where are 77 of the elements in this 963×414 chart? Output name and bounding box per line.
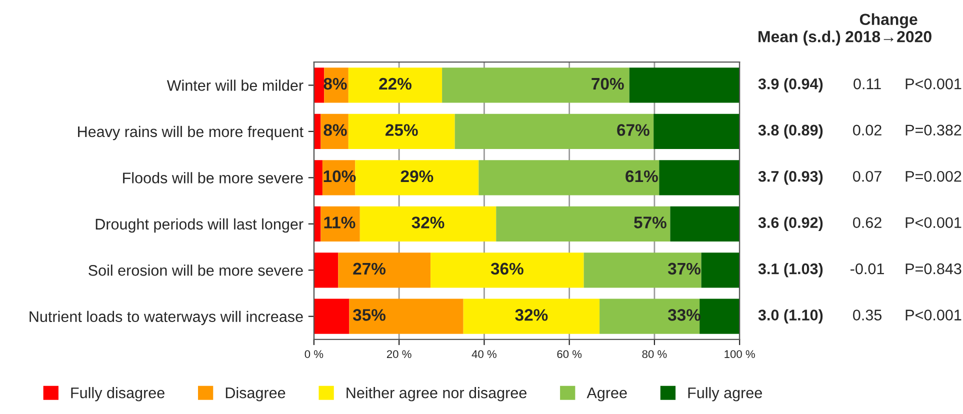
bar bbox=[360, 206, 496, 242]
y-tick-label: Nutrient loads to waterways will increase bbox=[30, 310, 303, 326]
y-tick-label: Drought periods will last longer bbox=[96, 218, 304, 233]
data-label: 32% bbox=[515, 309, 548, 321]
text: Mean (s.d.) bbox=[758, 30, 840, 46]
bar bbox=[659, 160, 740, 196]
annotation: 10% bbox=[324, 170, 356, 182]
y-tick-label: Winter will be milder bbox=[166, 80, 304, 91]
bar bbox=[348, 68, 442, 103]
text: 0.35 bbox=[853, 310, 882, 320]
legend-label: Disagree bbox=[226, 387, 286, 402]
annotation: 35% bbox=[352, 309, 386, 321]
x-tick-label: 80 % bbox=[642, 350, 667, 358]
y-tick-label: Heavy rains will be more frequent bbox=[78, 126, 304, 140]
annotation: 67% bbox=[617, 124, 650, 136]
legend-label: Fully disagree bbox=[71, 387, 164, 402]
bar bbox=[314, 298, 350, 334]
x-tick-label: 40 % bbox=[472, 350, 496, 358]
annotation: 8% bbox=[324, 124, 347, 136]
text: Change 2018→2020 bbox=[846, 13, 932, 42]
text: 0.02 bbox=[853, 124, 882, 136]
x-tick-label: 60 % bbox=[557, 350, 582, 358]
data-label: 32% bbox=[412, 216, 444, 228]
text: 3.1 (1.03) bbox=[758, 263, 823, 278]
data-label: 25% bbox=[386, 124, 418, 136]
annotation: 27% bbox=[353, 262, 386, 275]
bar bbox=[584, 252, 702, 288]
bar bbox=[430, 252, 584, 288]
data-label: 22% bbox=[379, 78, 412, 90]
bar bbox=[600, 298, 700, 334]
bar bbox=[314, 252, 338, 288]
annotation: 61% bbox=[626, 170, 658, 182]
bar bbox=[700, 298, 740, 334]
legend-label: Agree bbox=[586, 388, 627, 402]
text: P=0.843 bbox=[906, 263, 962, 274]
y-tick-label: Floods will be more severe bbox=[123, 172, 303, 184]
text: P=0.002 bbox=[906, 170, 962, 182]
bar bbox=[314, 160, 322, 196]
bar bbox=[338, 252, 431, 288]
bar bbox=[654, 114, 740, 150]
bar bbox=[355, 160, 479, 196]
text: P<0.001 bbox=[906, 78, 962, 90]
annotation: 37% bbox=[668, 262, 700, 275]
data-label: 29% bbox=[400, 170, 434, 182]
bar bbox=[463, 298, 600, 334]
bar bbox=[442, 68, 630, 103]
text: 3.7 (0.93) bbox=[758, 170, 823, 185]
text: 0.62 bbox=[853, 217, 882, 228]
text: 3.0 (1.10) bbox=[758, 309, 823, 324]
bar bbox=[478, 160, 660, 196]
data-label: 36% bbox=[490, 262, 524, 275]
text: P<0.001 bbox=[906, 310, 962, 320]
bar bbox=[349, 298, 464, 334]
text: 3.9 (0.94) bbox=[758, 78, 823, 92]
legend-label: Neither agree nor disagree bbox=[346, 387, 526, 402]
text: 0.07 bbox=[853, 170, 882, 182]
text: 0.11 bbox=[854, 78, 881, 90]
x-tick-label: 0 % bbox=[304, 350, 324, 358]
annotation: 11% bbox=[324, 216, 356, 228]
bar bbox=[454, 114, 654, 150]
bar bbox=[496, 206, 670, 242]
bar bbox=[670, 206, 740, 242]
text: -0.01 bbox=[850, 263, 884, 274]
text: 3.8 (0.89) bbox=[758, 124, 823, 139]
text: 3.6 (0.92) bbox=[758, 216, 823, 232]
bar bbox=[348, 114, 455, 150]
x-tick-label: 100 % bbox=[724, 350, 755, 358]
bar bbox=[314, 68, 324, 103]
text: P<0.001 bbox=[906, 217, 962, 228]
y-tick-label: Soil erosion will be more severe bbox=[88, 264, 303, 276]
text: P=0.382 bbox=[906, 124, 962, 136]
annotation: 57% bbox=[634, 216, 666, 228]
bar bbox=[701, 252, 740, 288]
x-tick-label: 20 % bbox=[386, 350, 412, 358]
annotation: 70% bbox=[592, 78, 624, 90]
legend-label: Fully agree bbox=[688, 387, 762, 402]
bar bbox=[629, 68, 740, 103]
